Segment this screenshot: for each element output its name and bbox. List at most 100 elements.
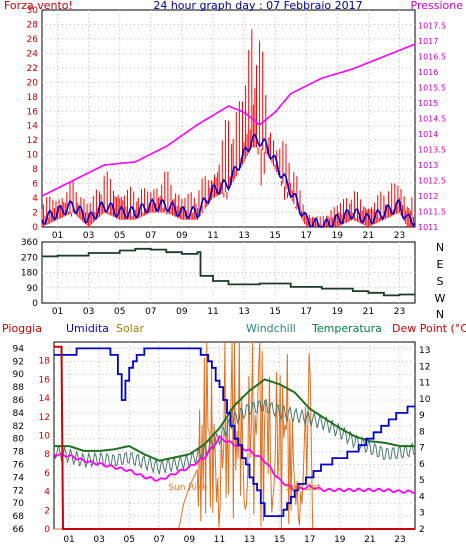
rain-tick-label: 8	[44, 450, 50, 460]
humidity-tick-label: 78	[13, 448, 25, 458]
wind-left-label: Forza vento!	[4, 0, 73, 12]
temp-tick-label: 7	[419, 444, 425, 454]
left-tick-label: 12	[27, 136, 38, 146]
right-tick-label: 1011	[418, 223, 438, 232]
x-tick-label: 21	[363, 231, 374, 241]
temp-tick-label: 12	[419, 362, 430, 372]
x-tick-label: 13	[238, 307, 249, 317]
x-tick-label: 01	[52, 307, 63, 317]
x-tick-label: 01	[52, 231, 63, 241]
left-tick-label: 4	[32, 194, 38, 204]
temp-tick-label: 3	[419, 509, 425, 519]
legend-item: Dew Point (°C)	[392, 322, 466, 335]
y-tick-label: 0	[32, 299, 38, 309]
legend-item: Umidita	[66, 322, 109, 335]
x-tick-label: 05	[114, 231, 125, 241]
windchill-line	[53, 399, 416, 475]
x-tick-label: 19	[332, 231, 344, 241]
dew-point-line	[53, 435, 416, 494]
left-tick-label: 30	[27, 6, 39, 16]
rain-tick-label: 0	[44, 525, 50, 535]
rain-tick-label: 10	[39, 432, 51, 442]
compass-label: N	[436, 308, 444, 321]
humidity-tick-label: 72	[13, 486, 24, 496]
x-tick-label: 03	[83, 307, 94, 317]
y-tick-label: 90	[27, 284, 39, 294]
x-tick-label: 03	[93, 535, 104, 545]
humidity-tick-label: 86	[13, 396, 25, 406]
rain-tick-label: 12	[39, 413, 50, 423]
x-tick-label: 09	[176, 231, 188, 241]
rain-tick-label: 2	[44, 506, 50, 516]
left-tick-label: 22	[27, 64, 38, 74]
left-tick-label: 16	[27, 107, 39, 117]
right-tick-label: 1015.5	[418, 84, 446, 93]
right-tick-label: 1012.5	[418, 177, 446, 186]
right-tick-label: 1015	[418, 99, 438, 108]
humidity-tick-label: 80	[13, 435, 25, 445]
direction-chart-frame	[41, 241, 416, 304]
x-tick-label: 07	[145, 307, 156, 317]
humidity-tick-label: 82	[13, 422, 24, 432]
rain-tick-label: 6	[44, 469, 50, 479]
humidity-tick-label: 70	[13, 499, 25, 509]
right-tick-label: 1016	[418, 68, 438, 77]
left-tick-label: 26	[27, 35, 39, 45]
right-tick-label: 1014.5	[418, 115, 446, 124]
left-tick-label: 24	[27, 49, 39, 59]
x-tick-label: 05	[123, 535, 134, 545]
left-tick-label: 14	[27, 122, 39, 132]
rain-tick-label: 4	[44, 488, 50, 498]
x-tick-label: 01	[63, 535, 74, 545]
left-tick-label: 10	[27, 151, 39, 161]
x-tick-label: 23	[394, 231, 405, 241]
x-tick-label: 15	[274, 535, 285, 545]
y-tick-label: 180	[21, 269, 38, 279]
humidity-tick-label: 76	[13, 461, 25, 471]
legend-item: Windchill	[246, 322, 296, 335]
humidity-tick-label: 84	[13, 409, 25, 419]
x-tick-label: 17	[304, 535, 315, 545]
humidity-tick-label: 94	[13, 344, 25, 354]
humidity-tick-label: 68	[13, 512, 25, 522]
left-tick-label: 2	[32, 209, 38, 219]
x-tick-label: 11	[207, 307, 218, 317]
x-tick-label: 23	[394, 535, 405, 545]
rain-tick-label: 14	[39, 394, 51, 404]
x-tick-label: 17	[300, 307, 311, 317]
right-tick-label: 1013.5	[418, 146, 446, 155]
x-tick-label: 21	[364, 535, 375, 545]
pressure-line	[41, 43, 416, 197]
left-tick-label: 20	[27, 78, 39, 88]
temp-tick-label: 4	[419, 492, 425, 502]
humidity-line	[54, 347, 415, 517]
x-tick-label: 15	[269, 307, 280, 317]
x-tick-label: 19	[332, 307, 344, 317]
x-tick-label: 05	[114, 307, 125, 317]
wind-chart-title: 24 hour graph day : 07 Febbraio 2017	[153, 0, 362, 12]
humidity-tick-label: 90	[13, 370, 25, 380]
x-tick-label: 23	[394, 307, 405, 317]
temp-tick-label: 2	[419, 525, 425, 535]
pressure-right-label: Pressione	[411, 0, 464, 12]
right-tick-label: 1011.5	[418, 208, 446, 217]
humidity-tick-label: 92	[13, 357, 24, 367]
right-tick-label: 1016.5	[418, 53, 446, 62]
left-tick-label: 28	[27, 20, 39, 30]
wind-chart-frame	[41, 9, 416, 228]
temperature-line	[54, 378, 415, 462]
rain-tick-label: 16	[39, 375, 51, 385]
compass-label: N	[436, 241, 444, 254]
right-tick-label: 1017	[418, 37, 438, 46]
x-tick-label: 21	[363, 307, 374, 317]
humidity-tick-label: 74	[13, 473, 25, 483]
right-tick-label: 1012	[418, 192, 438, 201]
y-tick-label: 360	[21, 238, 38, 248]
left-tick-label: 8	[32, 165, 38, 175]
wind-direction-line	[42, 247, 415, 297]
sunset-label: Sun Set	[286, 483, 321, 493]
legend-item: Solar	[116, 322, 145, 335]
sunrise-label: Sun Rise	[168, 483, 207, 493]
x-tick-label: 17	[300, 231, 311, 241]
